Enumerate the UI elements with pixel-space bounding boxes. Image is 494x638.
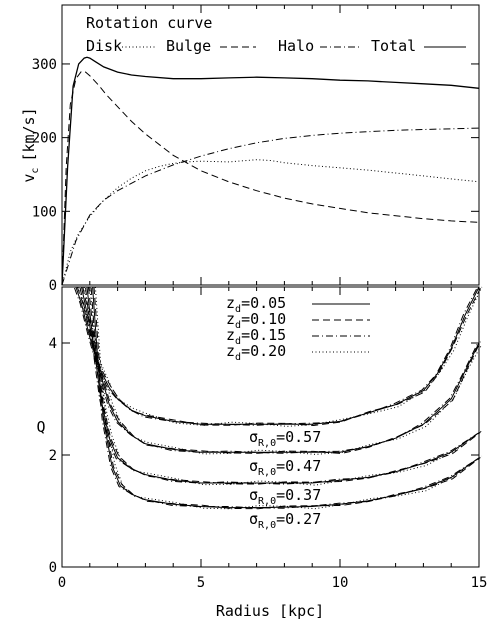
legend-label-halo: Halo: [278, 37, 314, 55]
q-curve-group1-zd1: [82, 286, 481, 455]
series-total: [61, 56, 480, 286]
legend-zd-010: zd=0.10: [226, 310, 286, 331]
top-ylabel-sub: c: [30, 168, 41, 174]
legend-label-bulge: Bulge: [166, 37, 211, 55]
bottom-ytick-label: 0: [49, 560, 57, 576]
bottom-series-group: [74, 286, 483, 510]
bottom-xtick-label: 10: [332, 575, 349, 591]
rotation-curve-panel: 0 100 200 300 Rotation curve Disk Bulge Hal…: [20, 4, 480, 294]
top-ylabel-main: v: [20, 174, 38, 183]
top-ytick-label: 200: [32, 131, 57, 147]
q-curve-group2-zd2: [85, 287, 478, 485]
top-legend: Disk Bulge Halo Total: [86, 37, 466, 55]
x-axis-label: Radius [kpc]: [216, 602, 324, 620]
bottom-ytick-label: 2: [49, 448, 57, 464]
sigma-label-047: σR,0=0.47: [249, 457, 321, 478]
q-curve-group2-zd3: [89, 286, 483, 486]
series-bulge: [61, 70, 480, 286]
sigma-label-057: σR,0=0.57: [249, 428, 321, 449]
q-curve-group0-zd1: [76, 286, 481, 427]
top-ytick-label: 0: [49, 278, 57, 294]
toomre-q-panel: 0 5 10 15 0 2 4 zd=0.05 zd=0.10 zd=0.15 zd=0.2…: [36, 286, 488, 620]
bottom-panel-frame: [61, 286, 480, 568]
bottom-xtick-label: 15: [471, 575, 488, 591]
legend-label-disk: Disk: [86, 37, 122, 55]
q-curve-group2-zd0: [86, 286, 480, 484]
bottom-ticks-group: 0 5 10 15 0 2 4: [49, 287, 488, 591]
sigma-label-037: σR,0=0.37: [249, 486, 321, 507]
top-ytick-label: 300: [32, 57, 57, 73]
top-panel-frame: [61, 4, 480, 286]
bottom-legend: zd=0.05 zd=0.10 zd=0.15 zd=0.20: [226, 294, 370, 363]
sigma-label-027: σR,0=0.27: [249, 510, 321, 531]
legend-zd-020: zd=0.20: [226, 342, 286, 363]
top-y-axis-label: vc [km/s]: [20, 107, 41, 182]
bottom-ytick-label: 4: [49, 336, 57, 352]
q-curve-group0-zd0: [75, 286, 480, 425]
legend-zd-005: zd=0.05: [226, 294, 286, 315]
top-chart-title: Rotation curve: [86, 14, 212, 32]
legend-label-total: Total: [371, 37, 416, 55]
q-curve-group3-zd3: [94, 286, 483, 510]
top-ytick-label: 100: [32, 204, 57, 220]
series-halo: [61, 127, 480, 286]
bottom-y-axis-label: Q: [36, 418, 45, 436]
top-ticks-group: 0 100 200 300: [32, 5, 480, 294]
sigma-labels: σR,0=0.57 σR,0=0.47 σR,0=0.37 σR,0=0.27: [249, 428, 321, 531]
top-ylabel-unit: [km/s]: [20, 107, 38, 161]
top-series-group: [61, 56, 480, 286]
q-curve-group3-zd1: [93, 286, 481, 510]
bottom-xtick-label: 5: [197, 575, 205, 591]
q-curve-group1-zd2: [79, 287, 479, 454]
bottom-xtick-label: 0: [58, 575, 66, 591]
legend-zd-015: zd=0.15: [226, 326, 286, 347]
series-disk: [61, 159, 480, 286]
q-curve-group3-zd2: [90, 287, 478, 509]
